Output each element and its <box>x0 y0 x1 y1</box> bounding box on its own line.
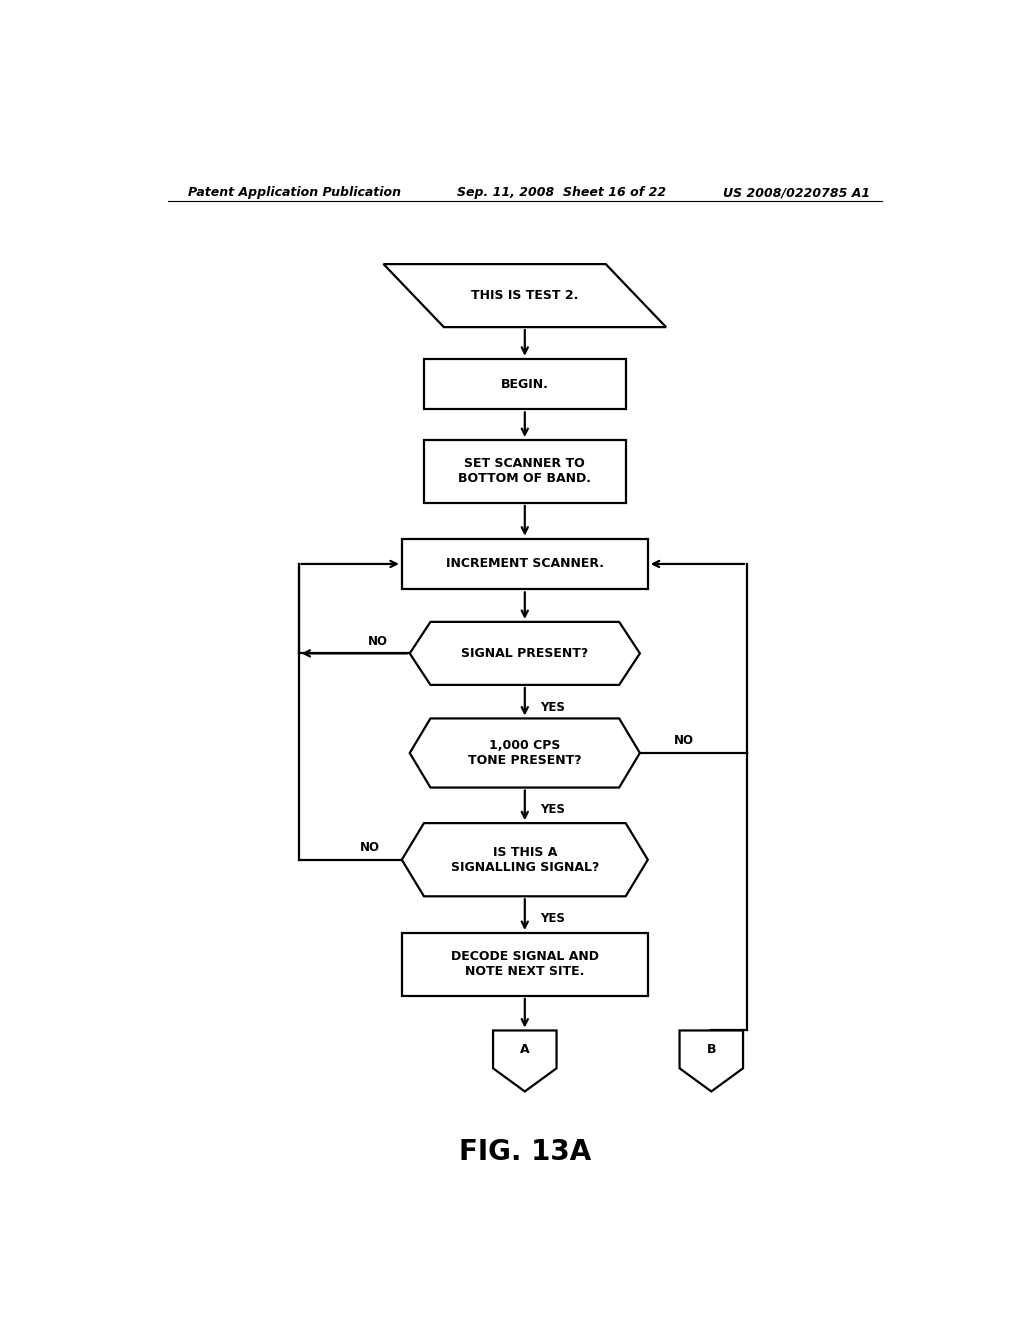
Text: DECODE SIGNAL AND
NOTE NEXT SITE.: DECODE SIGNAL AND NOTE NEXT SITE. <box>451 950 599 978</box>
Text: YES: YES <box>540 912 565 925</box>
Polygon shape <box>410 622 640 685</box>
Text: B: B <box>707 1043 716 1056</box>
Text: 1,000 CPS
TONE PRESENT?: 1,000 CPS TONE PRESENT? <box>468 739 582 767</box>
Text: IS THIS A
SIGNALLING SIGNAL?: IS THIS A SIGNALLING SIGNAL? <box>451 846 599 874</box>
Text: SIGNAL PRESENT?: SIGNAL PRESENT? <box>461 647 589 660</box>
FancyBboxPatch shape <box>401 539 648 589</box>
Text: BEGIN.: BEGIN. <box>501 378 549 391</box>
Text: NO: NO <box>360 841 380 854</box>
Text: YES: YES <box>540 804 565 816</box>
FancyBboxPatch shape <box>424 440 626 503</box>
FancyBboxPatch shape <box>401 933 648 995</box>
Text: SET SCANNER TO
BOTTOM OF BAND.: SET SCANNER TO BOTTOM OF BAND. <box>459 458 591 486</box>
Text: THIS IS TEST 2.: THIS IS TEST 2. <box>471 289 579 302</box>
Text: NO: NO <box>368 635 388 648</box>
Text: A: A <box>520 1043 529 1056</box>
Text: Patent Application Publication: Patent Application Publication <box>187 186 400 199</box>
Text: INCREMENT SCANNER.: INCREMENT SCANNER. <box>445 557 604 570</box>
Text: FIG. 13A: FIG. 13A <box>459 1138 591 1167</box>
Polygon shape <box>410 718 640 788</box>
Polygon shape <box>401 824 648 896</box>
Polygon shape <box>680 1031 743 1092</box>
Text: Sep. 11, 2008  Sheet 16 of 22: Sep. 11, 2008 Sheet 16 of 22 <box>458 186 667 199</box>
Polygon shape <box>494 1031 557 1092</box>
Text: NO: NO <box>674 734 693 747</box>
Text: US 2008/0220785 A1: US 2008/0220785 A1 <box>723 186 870 199</box>
Text: YES: YES <box>540 701 565 714</box>
Polygon shape <box>384 264 666 327</box>
FancyBboxPatch shape <box>424 359 626 409</box>
